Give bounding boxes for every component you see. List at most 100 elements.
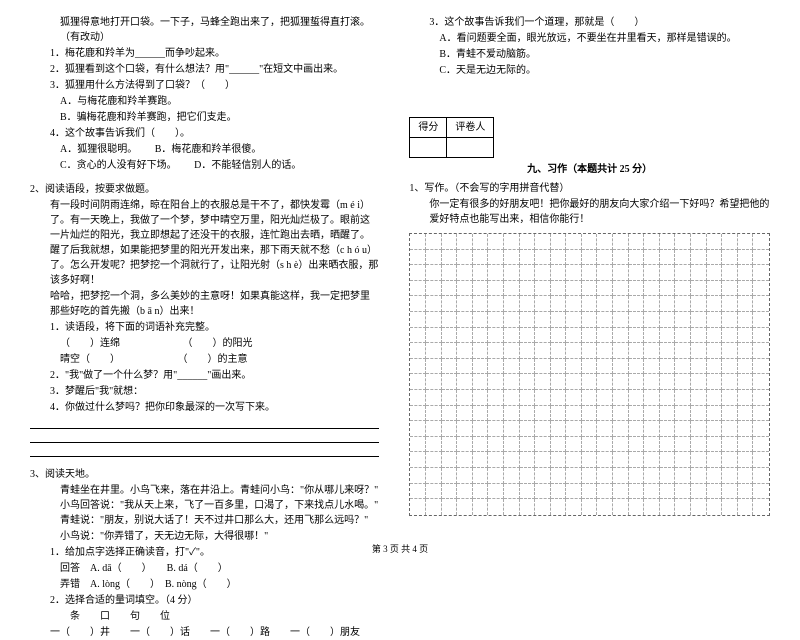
q4-row2: C．贪心的人没有好下场。 D．不能轻信别人的话。 <box>30 158 379 173</box>
grid-cell <box>707 296 723 312</box>
grid-cell <box>410 250 426 266</box>
grid-cell <box>753 312 769 328</box>
grid-cell <box>473 374 489 390</box>
grid-cell <box>738 406 754 422</box>
grid-cell <box>613 484 629 500</box>
grid-cell <box>504 484 520 500</box>
grid-cell <box>426 265 442 281</box>
blank-line-3 <box>30 445 379 457</box>
grid-cell <box>675 296 691 312</box>
grid-cell <box>738 499 754 515</box>
grid-cell <box>566 421 582 437</box>
grid-cell <box>613 265 629 281</box>
grid-cell <box>504 343 520 359</box>
grid-cell <box>597 328 613 344</box>
grid-cell <box>722 390 738 406</box>
grid-cell <box>644 296 660 312</box>
grid-cell <box>535 250 551 266</box>
grid-cell <box>488 281 504 297</box>
grid-cell <box>488 468 504 484</box>
grid-cell <box>660 359 676 375</box>
grid-cell <box>551 234 567 250</box>
grid-cell <box>707 452 723 468</box>
grid-cell <box>426 499 442 515</box>
grid-cell <box>457 468 473 484</box>
grid-cell <box>551 499 567 515</box>
grid-cell <box>473 265 489 281</box>
grid-cell <box>597 359 613 375</box>
r-q3: 3．这个故事告诉我们一个道理，那就是（ ） <box>409 15 770 30</box>
grid-cell <box>597 499 613 515</box>
grid-cell <box>535 312 551 328</box>
grid-cell <box>520 281 536 297</box>
grid-cell <box>629 234 645 250</box>
grid-cell <box>488 234 504 250</box>
grid-cell <box>707 437 723 453</box>
grid-cell <box>675 421 691 437</box>
grid-cell <box>551 359 567 375</box>
grid-cell <box>473 343 489 359</box>
grid-cell <box>722 250 738 266</box>
grid-cell <box>566 234 582 250</box>
grid-cell <box>504 437 520 453</box>
q4b: B．梅花鹿和羚羊很傻。 <box>155 144 262 155</box>
grid-cell <box>473 359 489 375</box>
grid-cell <box>566 343 582 359</box>
grid-cell <box>410 343 426 359</box>
grid-cell <box>691 234 707 250</box>
grid-cell <box>644 328 660 344</box>
grid-cell <box>738 250 754 266</box>
grid-cell <box>442 484 458 500</box>
grid-cell <box>535 437 551 453</box>
grid-cell <box>566 390 582 406</box>
grid-cell <box>566 281 582 297</box>
grid-cell <box>520 499 536 515</box>
grid-cell <box>457 234 473 250</box>
grid-cell <box>457 421 473 437</box>
left-column: 狐狸得意地打开口袋。一下子，马蜂全跑出来了，把狐狸蜇得直打滚。（有改动） 1．梅… <box>30 15 379 535</box>
score-cell <box>410 138 447 158</box>
grid-cell <box>520 390 536 406</box>
grid-cell <box>644 468 660 484</box>
grid-cell <box>613 452 629 468</box>
grid-row <box>410 499 769 515</box>
grid-cell <box>551 452 567 468</box>
grid-cell <box>722 421 738 437</box>
grid-cell <box>644 390 660 406</box>
p2q1b: （ ）的阳光 <box>183 338 253 349</box>
grid-cell <box>566 359 582 375</box>
grid-cell <box>722 406 738 422</box>
grid-cell <box>613 499 629 515</box>
grid-cell <box>551 374 567 390</box>
grid-cell <box>613 250 629 266</box>
grid-cell <box>707 281 723 297</box>
grid-cell <box>442 499 458 515</box>
grid-cell <box>410 312 426 328</box>
grid-cell <box>410 328 426 344</box>
grid-cell <box>629 281 645 297</box>
grid-cell <box>691 437 707 453</box>
grid-cell <box>504 421 520 437</box>
grid-cell <box>551 390 567 406</box>
grid-cell <box>707 234 723 250</box>
grid-cell <box>660 452 676 468</box>
grid-cell <box>597 437 613 453</box>
grid-cell <box>644 281 660 297</box>
grid-cell <box>707 359 723 375</box>
grid-cell <box>629 421 645 437</box>
grid-cell <box>738 452 754 468</box>
grid-cell <box>660 421 676 437</box>
grid-cell <box>660 234 676 250</box>
grid-cell <box>457 437 473 453</box>
grid-cell <box>410 452 426 468</box>
grid-cell <box>660 343 676 359</box>
grid-cell <box>410 265 426 281</box>
grid-cell <box>488 421 504 437</box>
grid-cell <box>504 390 520 406</box>
grid-cell <box>457 250 473 266</box>
grid-cell <box>691 281 707 297</box>
grid-cell <box>738 374 754 390</box>
grid-cell <box>691 250 707 266</box>
grid-cell <box>722 359 738 375</box>
grid-cell <box>426 468 442 484</box>
